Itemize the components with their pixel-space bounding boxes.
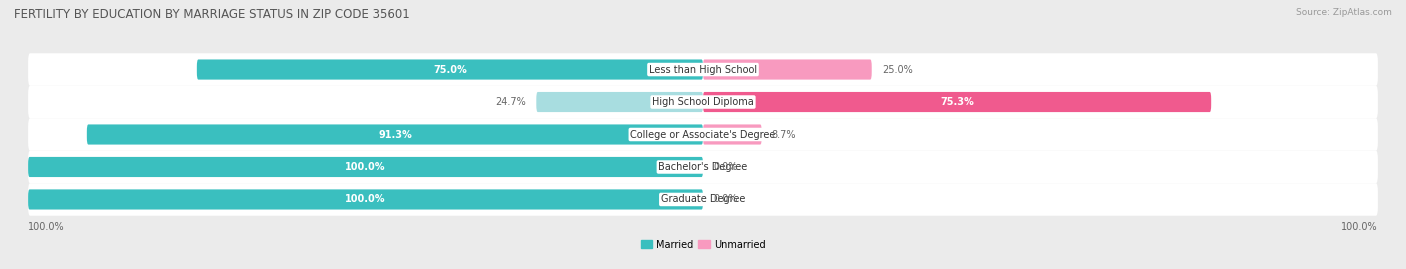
Text: Less than High School: Less than High School [650, 65, 756, 75]
Text: 91.3%: 91.3% [378, 129, 412, 140]
FancyBboxPatch shape [197, 59, 703, 80]
Text: 0.0%: 0.0% [713, 162, 738, 172]
Text: 8.7%: 8.7% [772, 129, 796, 140]
FancyBboxPatch shape [28, 86, 1378, 118]
FancyBboxPatch shape [536, 92, 703, 112]
Text: 0.0%: 0.0% [713, 194, 738, 204]
FancyBboxPatch shape [28, 157, 703, 177]
Text: College or Associate's Degree: College or Associate's Degree [630, 129, 776, 140]
FancyBboxPatch shape [703, 125, 762, 144]
Text: 100.0%: 100.0% [346, 162, 385, 172]
Text: Graduate Degree: Graduate Degree [661, 194, 745, 204]
Text: Bachelor's Degree: Bachelor's Degree [658, 162, 748, 172]
Text: High School Diploma: High School Diploma [652, 97, 754, 107]
Text: 24.7%: 24.7% [495, 97, 526, 107]
Legend: Married, Unmarried: Married, Unmarried [637, 236, 769, 254]
FancyBboxPatch shape [28, 53, 1378, 86]
FancyBboxPatch shape [703, 92, 1211, 112]
Text: 75.3%: 75.3% [941, 97, 974, 107]
Text: 25.0%: 25.0% [882, 65, 912, 75]
Text: 100.0%: 100.0% [28, 222, 65, 232]
Text: 100.0%: 100.0% [346, 194, 385, 204]
FancyBboxPatch shape [87, 125, 703, 144]
FancyBboxPatch shape [28, 183, 1378, 216]
Text: 75.0%: 75.0% [433, 65, 467, 75]
Text: FERTILITY BY EDUCATION BY MARRIAGE STATUS IN ZIP CODE 35601: FERTILITY BY EDUCATION BY MARRIAGE STATU… [14, 8, 409, 21]
FancyBboxPatch shape [28, 118, 1378, 151]
FancyBboxPatch shape [703, 59, 872, 80]
Text: 100.0%: 100.0% [1341, 222, 1378, 232]
Text: Source: ZipAtlas.com: Source: ZipAtlas.com [1296, 8, 1392, 17]
FancyBboxPatch shape [28, 189, 703, 210]
FancyBboxPatch shape [28, 151, 1378, 183]
